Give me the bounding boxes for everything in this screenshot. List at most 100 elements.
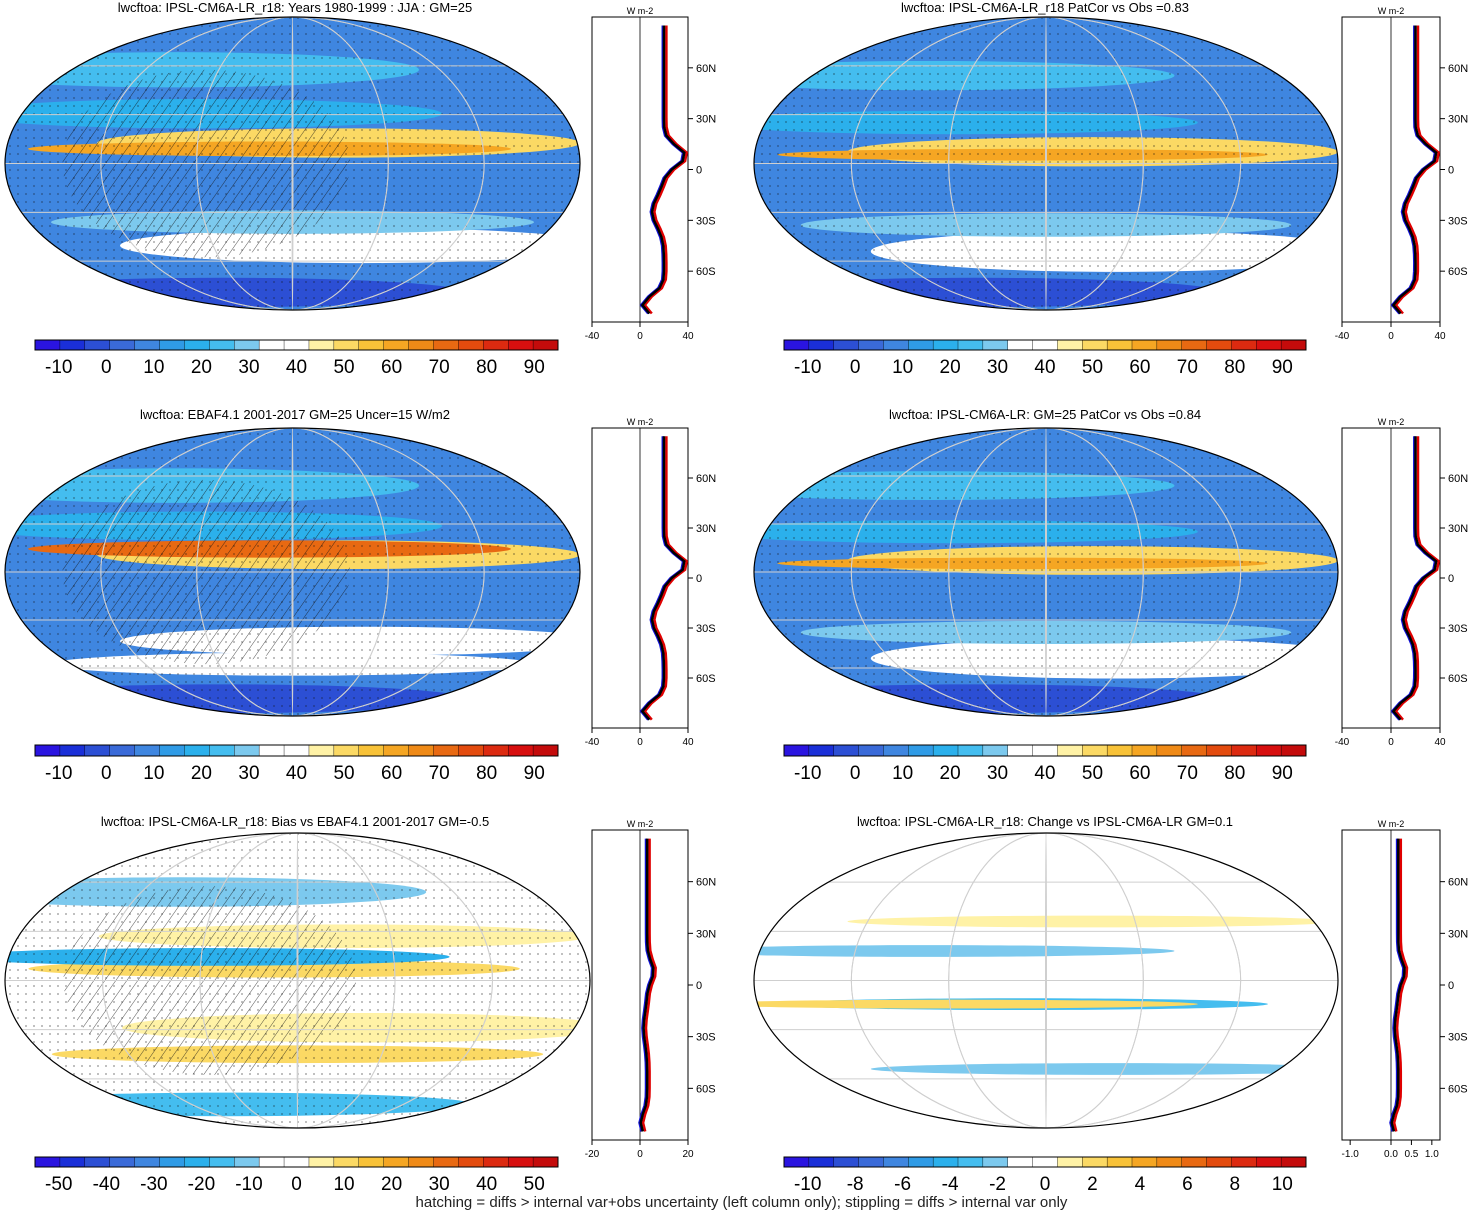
zonal-line-obs [1390, 436, 1437, 721]
zonal-x-tick-label: 0 [1388, 737, 1394, 748]
colorbar-swatch [932, 339, 959, 351]
map-border [753, 427, 1339, 717]
colorbar-swatch [283, 744, 310, 757]
colorbar: -10 0 10 20 30 40 50 60 70 80 90 [34, 339, 559, 378]
colorbar-swatch [59, 339, 86, 351]
zonal-units: W m-2 [1378, 6, 1405, 16]
graticule-lon [291, 17, 294, 310]
colorbar-label: 70 [429, 763, 450, 784]
panel-4: lwcftoa: IPSL-CM6A-LR: GM=25 PatCor vs O… [753, 407, 1468, 784]
colorbar-swatch [1181, 1156, 1208, 1168]
zonal-line-mean [639, 838, 655, 1132]
colorbar-label: 8 [1230, 1174, 1241, 1195]
map-border [4, 832, 591, 1129]
map-field [5, 17, 580, 310]
zonal-lat-label: 60S [1448, 1083, 1468, 1095]
colorbar-swatch [34, 1156, 61, 1168]
colorbar-swatch [1256, 1156, 1282, 1168]
colorbar-swatch [84, 744, 111, 757]
zonal-line-model [641, 838, 657, 1132]
colorbar-swatch [59, 744, 86, 757]
colorbar-swatch [209, 744, 235, 757]
graticule-lon [100, 17, 485, 310]
zonal-line-mean [1391, 25, 1438, 315]
colorbar-swatch [1106, 339, 1133, 351]
zonal-x-tick-label: -1.0 [1342, 1149, 1360, 1160]
colorbar-label: 20 [940, 763, 961, 784]
colorbar-swatch [59, 1156, 86, 1168]
colorbar: -10 0 10 20 30 40 50 60 70 80 90 [783, 744, 1307, 784]
zonal-lat-label: 60N [1448, 63, 1468, 75]
colorbar-swatch [433, 339, 459, 351]
graticule-lon [199, 833, 396, 1128]
colorbar-label: -40 [93, 1174, 120, 1195]
colorbar-label: 50 [1082, 763, 1103, 784]
colorbar-swatch [358, 744, 385, 757]
colorbar: -50 -40 -30 -20 -10 0 10 20 30 40 50 [34, 1156, 559, 1195]
colorbar-label: -10 [794, 357, 821, 378]
colorbar-label: 40 [1034, 357, 1055, 378]
zonal-x-tick-label: 40 [682, 737, 694, 748]
map-border [4, 16, 581, 311]
colorbar-swatch [932, 1156, 959, 1168]
zonal-line-model [1394, 436, 1441, 721]
colorbar-swatch [532, 1156, 559, 1168]
colorbar-swatch [957, 339, 984, 351]
zonal-x-tick-label: 0 [637, 331, 643, 342]
colorbar-swatch [532, 339, 559, 351]
colorbar-swatch [383, 339, 410, 351]
colorbar-swatch [808, 1156, 835, 1168]
map-field [754, 428, 1338, 716]
zonal-plot: W m-2 -40 0 40 60N 30N 0 30S 60S [1335, 6, 1468, 342]
colorbar-label: 0 [101, 763, 112, 784]
colorbar-swatch [134, 339, 161, 351]
panel-1: lwcftoa: IPSL-CM6A-LR_r18: Years 1980-19… [4, 0, 716, 378]
zonal-line-model [643, 25, 689, 315]
colorbar-label: 40 [286, 763, 307, 784]
zonal-line-model [1394, 25, 1441, 315]
colorbar-label: -8 [847, 1174, 864, 1195]
colorbar-swatch [209, 339, 235, 351]
colorbar-swatch [1082, 744, 1108, 757]
colorbar-swatch [858, 744, 884, 757]
colorbar-frame [783, 1156, 1307, 1168]
graticule-lon [948, 833, 1144, 1128]
colorbar-swatch [783, 744, 810, 757]
colorbar-swatch [1156, 1156, 1183, 1168]
zonal-x-tick-label: -40 [585, 737, 600, 748]
colorbar-swatch [507, 744, 534, 757]
zonal-lat-label: 30S [696, 1032, 716, 1044]
colorbar-label: 10 [892, 357, 913, 378]
colorbar-swatch [1156, 744, 1183, 757]
graticule-lon [1045, 428, 1047, 716]
colorbar-label: -4 [942, 1174, 959, 1195]
colorbar-label: 30 [238, 357, 259, 378]
colorbar-swatch [1007, 744, 1034, 757]
colorbar-swatch [1181, 744, 1208, 757]
colorbar-swatch [908, 1156, 934, 1168]
colorbar-label: -50 [45, 1174, 72, 1195]
colorbar: -10 0 10 20 30 40 50 60 70 80 90 [783, 339, 1307, 378]
colorbar-swatch [109, 339, 136, 351]
zonal-line-mean [640, 25, 686, 315]
colorbar-swatch [1231, 744, 1257, 757]
colorbar-swatch [1206, 744, 1232, 757]
colorbar-frame [783, 744, 1307, 757]
zonal-lat-label: 30S [1448, 1032, 1468, 1044]
colorbar-label: 0 [101, 357, 112, 378]
colorbar-swatch [358, 339, 385, 351]
colorbar-swatch [84, 1156, 111, 1168]
colorbar-swatch [982, 339, 1009, 351]
zonal-lat-label: 60S [696, 1083, 716, 1095]
colorbar-swatch [957, 1156, 984, 1168]
colorbar-label: 0 [850, 357, 861, 378]
colorbar-swatch [408, 744, 434, 757]
zonal-x-tick-label: 40 [682, 331, 694, 342]
colorbar-swatch [982, 744, 1009, 757]
graticule-lon [850, 428, 1242, 716]
zonal-x-tick-label: 40 [1434, 737, 1446, 748]
map-contour-region [754, 945, 1175, 957]
colorbar-label: 0 [291, 1174, 302, 1195]
colorbar-swatch [1280, 1156, 1307, 1168]
